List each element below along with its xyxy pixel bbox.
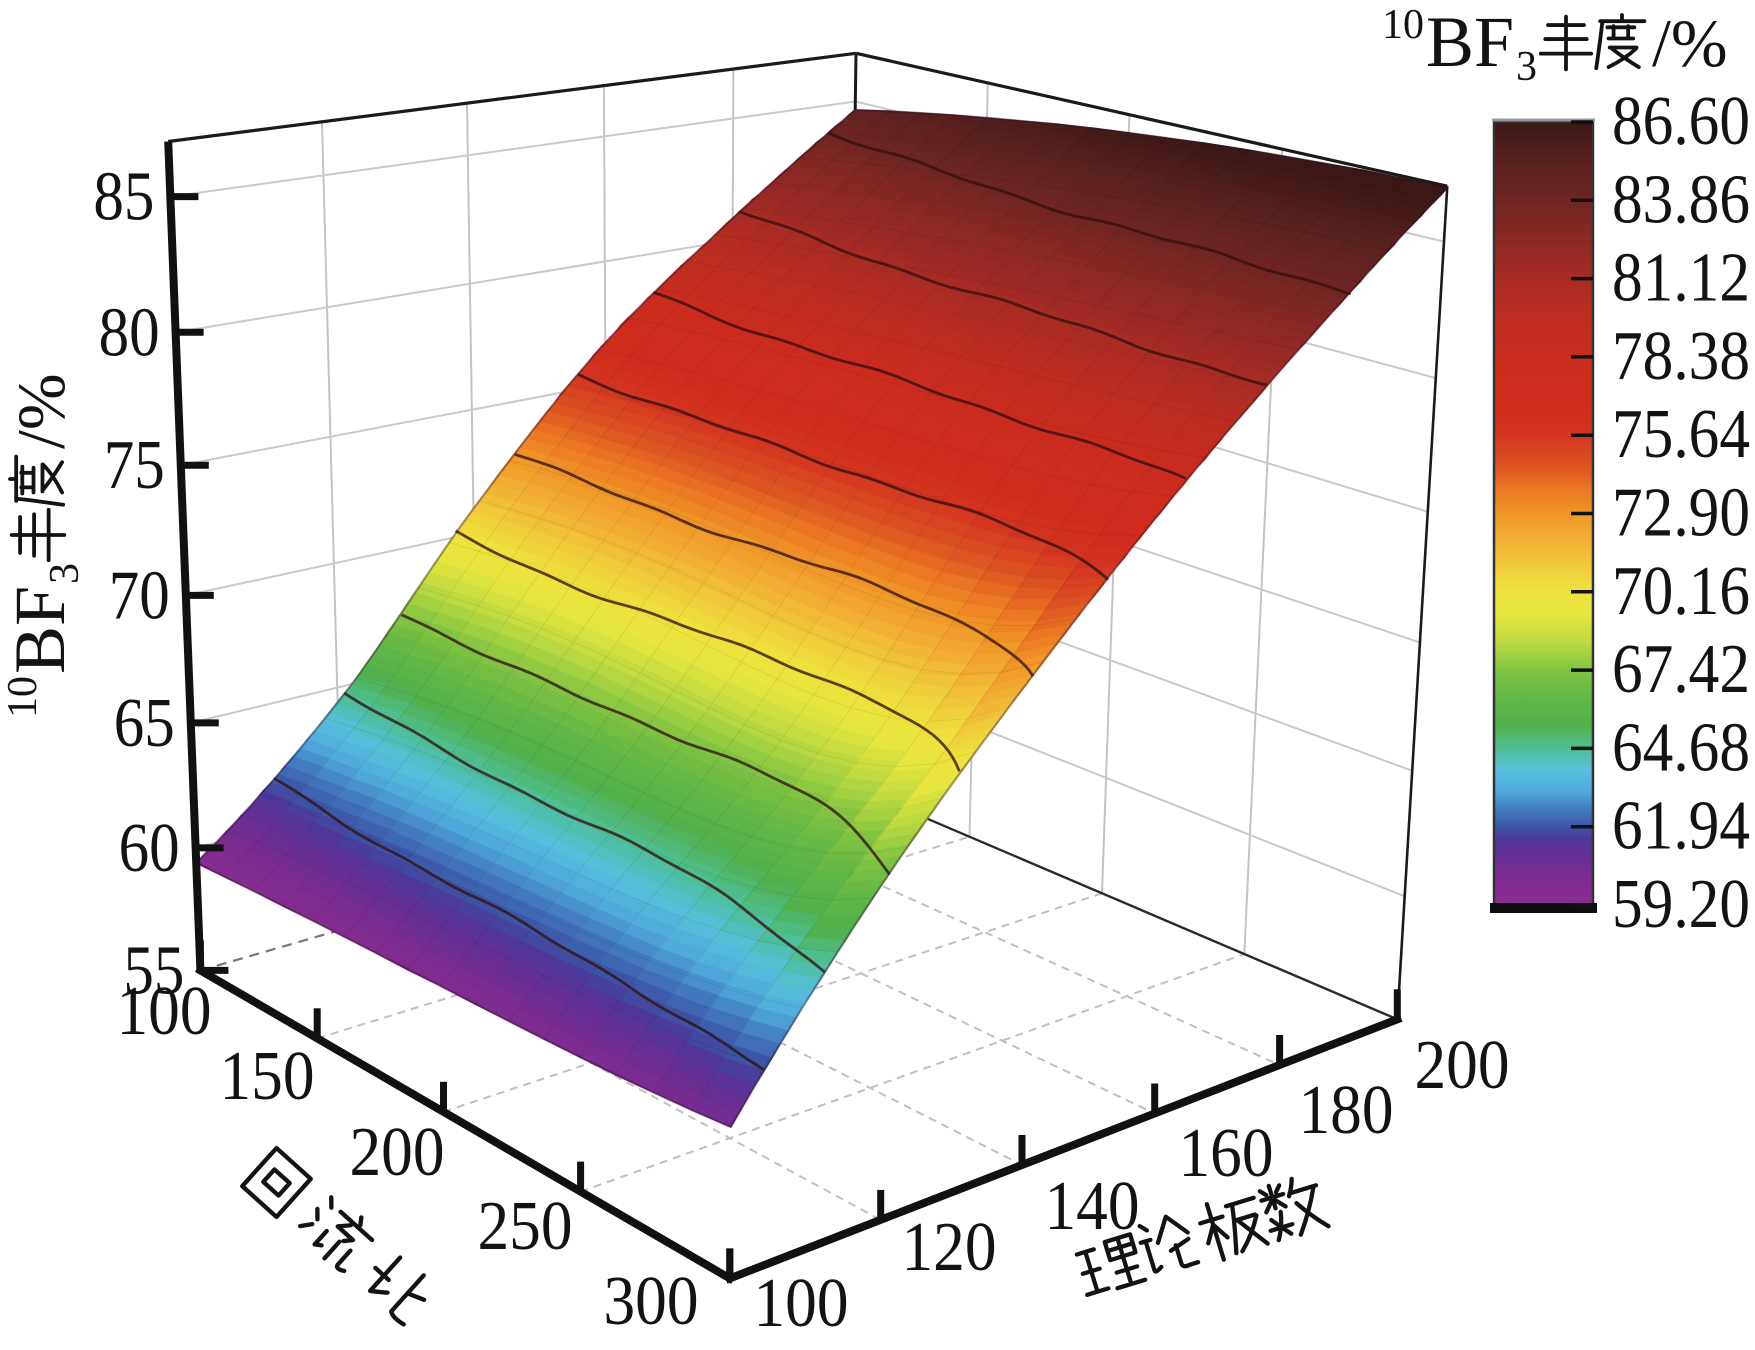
svg-text:250: 250 [478,1188,573,1265]
svg-text:BF: BF [1426,2,1514,82]
svg-text:100: 100 [754,1265,849,1342]
svg-text:78.38: 78.38 [1612,318,1750,395]
svg-text:86.60: 86.60 [1612,83,1750,160]
svg-text:150: 150 [220,1038,315,1115]
svg-text:300: 300 [604,1263,699,1340]
svg-text:64.68: 64.68 [1612,709,1750,786]
svg-text:200: 200 [350,1114,445,1191]
svg-text:75.64: 75.64 [1612,396,1750,473]
svg-text:/%: /% [1652,5,1728,81]
svg-text:59.20: 59.20 [1612,866,1750,943]
svg-text:65: 65 [114,685,175,762]
svg-text:3: 3 [42,563,88,584]
svg-text:70: 70 [109,557,170,634]
svg-text:85: 85 [93,159,154,236]
svg-text:/%: /% [3,373,79,449]
svg-text:80: 80 [99,294,160,371]
svg-text:70.16: 70.16 [1612,553,1750,630]
svg-text:100: 100 [117,973,212,1050]
svg-text:3: 3 [1516,44,1537,90]
svg-text:60: 60 [119,810,180,887]
svg-text:200: 200 [1415,1027,1510,1104]
svg-text:140: 140 [1045,1168,1140,1245]
svg-text:180: 180 [1299,1072,1394,1149]
svg-text:72.90: 72.90 [1612,475,1750,552]
svg-text:10: 10 [0,676,46,718]
svg-text:55: 55 [123,932,184,1009]
svg-text:BF: BF [0,586,80,674]
svg-text:10: 10 [1382,2,1424,48]
svg-text:160: 160 [1179,1115,1274,1192]
svg-text:61.94: 61.94 [1612,788,1750,865]
svg-text:67.42: 67.42 [1612,631,1750,708]
svg-text:75: 75 [104,427,165,504]
svg-text:120: 120 [902,1209,997,1286]
svg-text:81.12: 81.12 [1612,240,1750,317]
svg-text:83.86: 83.86 [1612,161,1750,238]
